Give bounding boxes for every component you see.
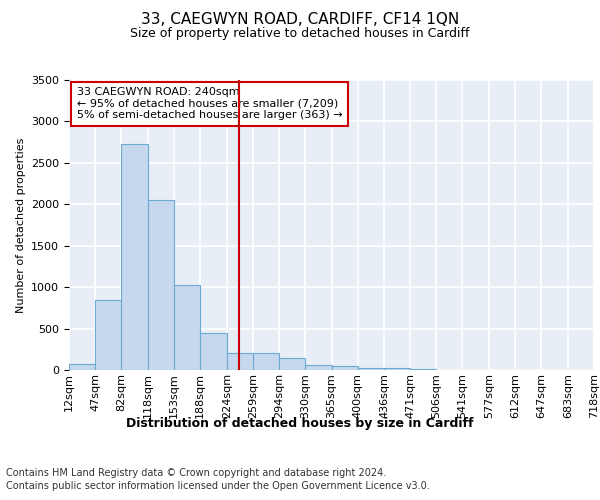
Text: 33, CAEGWYN ROAD, CARDIFF, CF14 1QN: 33, CAEGWYN ROAD, CARDIFF, CF14 1QN [141, 12, 459, 28]
Text: Contains public sector information licensed under the Open Government Licence v3: Contains public sector information licen… [6, 481, 430, 491]
Text: 33 CAEGWYN ROAD: 240sqm
← 95% of detached houses are smaller (7,209)
5% of semi-: 33 CAEGWYN ROAD: 240sqm ← 95% of detache… [77, 87, 343, 120]
Bar [253, 354, 279, 370]
Bar [227, 354, 253, 370]
Bar [200, 332, 227, 370]
Text: Contains HM Land Registry data © Crown copyright and database right 2024.: Contains HM Land Registry data © Crown c… [6, 468, 386, 477]
Y-axis label: Number of detached properties: Number of detached properties [16, 138, 26, 312]
Bar [384, 368, 410, 370]
Bar [279, 358, 305, 370]
Bar [358, 368, 384, 370]
Bar [174, 285, 200, 370]
Bar [121, 144, 148, 370]
Text: Distribution of detached houses by size in Cardiff: Distribution of detached houses by size … [126, 418, 474, 430]
Bar [305, 365, 331, 370]
Text: Size of property relative to detached houses in Cardiff: Size of property relative to detached ho… [130, 28, 470, 40]
Bar [95, 300, 121, 370]
Bar [69, 364, 95, 370]
Bar [332, 366, 358, 370]
Bar [148, 200, 174, 370]
Bar [410, 369, 436, 370]
